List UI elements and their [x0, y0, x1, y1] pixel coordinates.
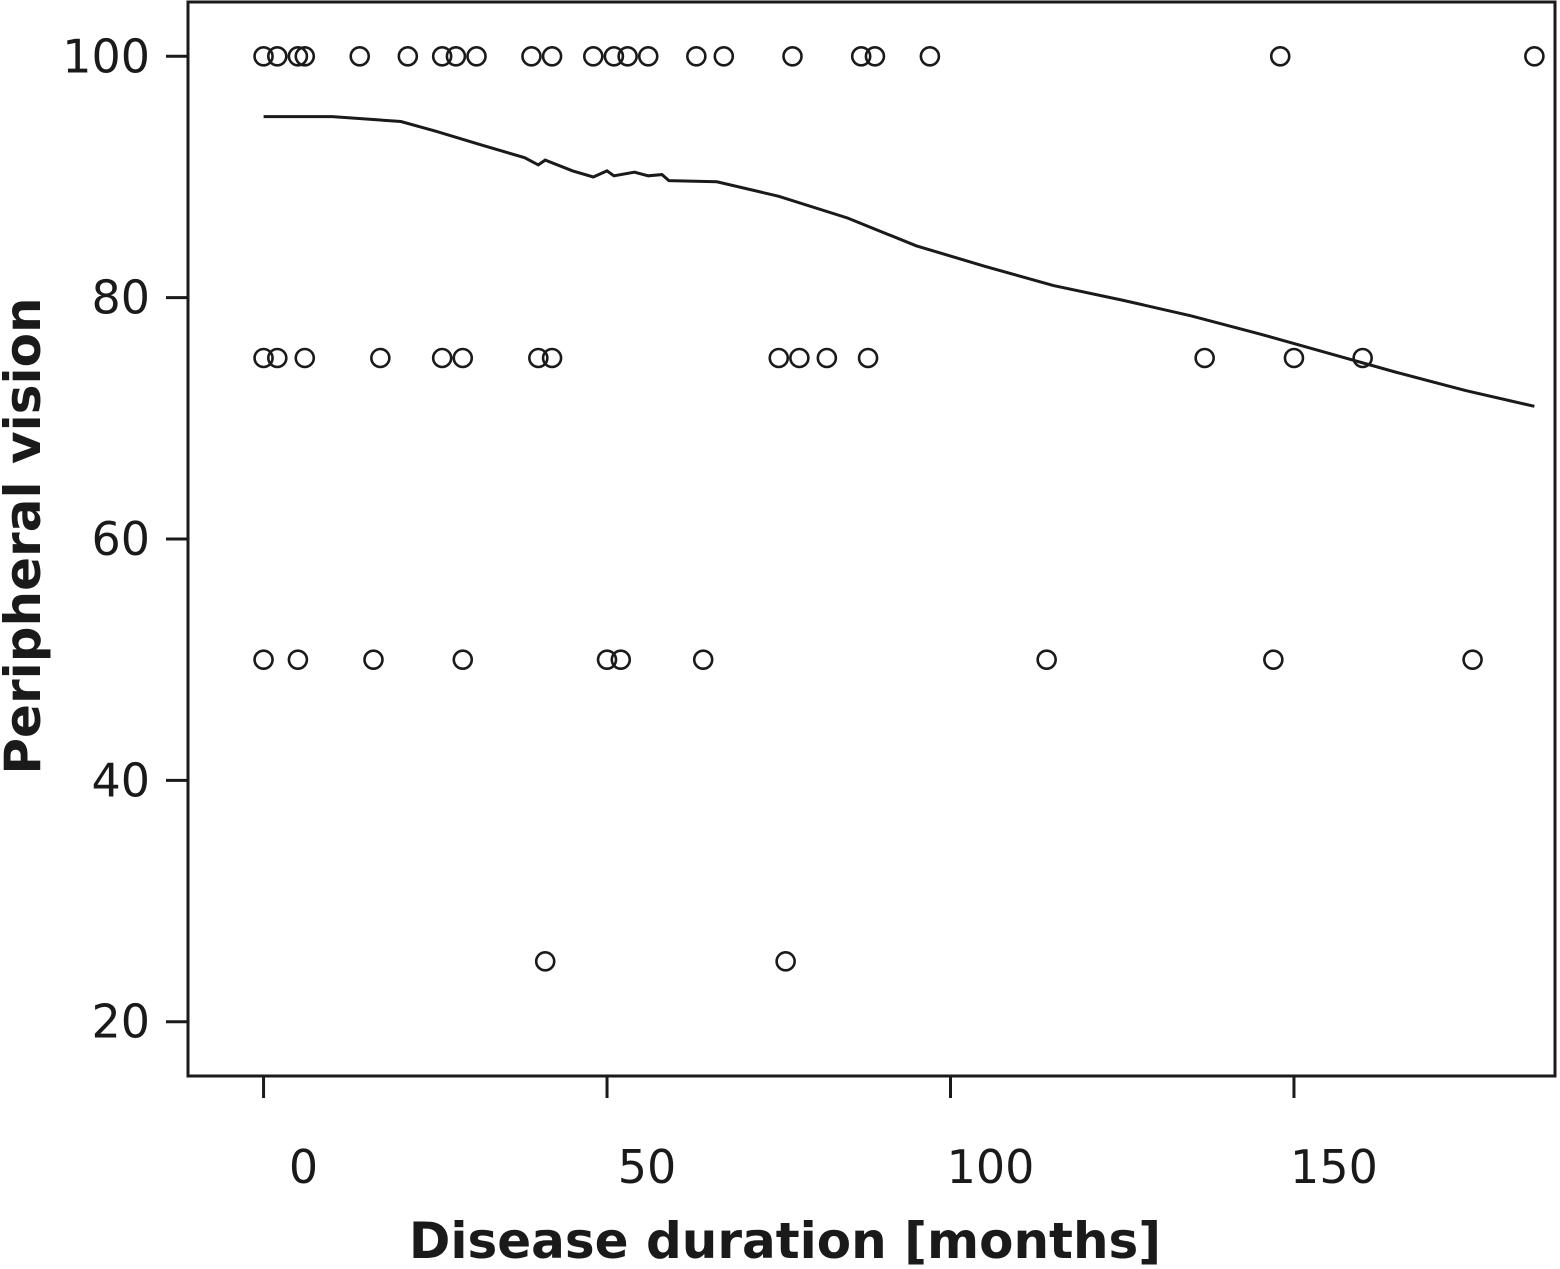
data-point	[1194, 347, 1215, 369]
data-point	[267, 347, 288, 369]
data-point	[452, 347, 474, 369]
y-axis-title: Peripheral vision	[0, 297, 52, 774]
x-tick-label: 150	[1290, 1140, 1378, 1194]
y-tick-label: 20	[91, 995, 150, 1049]
data-point	[253, 649, 274, 670]
data-point	[596, 649, 618, 670]
data-point	[1462, 649, 1483, 670]
data-point	[816, 347, 838, 369]
y-tick-label: 100	[62, 29, 150, 83]
data-point	[287, 649, 309, 670]
data-point	[541, 347, 563, 369]
data-point	[1036, 649, 1057, 670]
data-point	[397, 46, 419, 67]
y-tick-label: 40	[91, 753, 150, 807]
data-point	[287, 46, 309, 67]
data-point	[857, 347, 879, 369]
x-tick-label: 50	[618, 1140, 677, 1194]
y-axis: 20 40 60 80 100	[62, 29, 188, 1049]
data-point	[253, 46, 274, 67]
data-point	[1524, 46, 1545, 67]
data-point	[850, 46, 872, 67]
y-tick-label: 60	[91, 512, 150, 566]
data-point	[789, 347, 810, 369]
x-tick-label: 100	[947, 1140, 1035, 1194]
data-point	[363, 649, 384, 670]
x-tick-label: 0	[289, 1140, 318, 1194]
plot-frame	[186, 0, 1557, 1078]
data-point	[466, 46, 487, 67]
data-points	[253, 46, 1545, 972]
data-point	[713, 46, 735, 67]
data-point	[541, 46, 563, 67]
data-point	[534, 951, 556, 972]
data-point	[528, 347, 549, 369]
data-point	[1352, 347, 1373, 369]
data-point	[686, 46, 707, 67]
data-point	[692, 649, 714, 670]
data-point	[452, 649, 474, 670]
data-point	[582, 46, 604, 67]
data-point	[349, 46, 371, 67]
data-point	[637, 46, 659, 67]
data-point	[864, 46, 886, 67]
data-point	[445, 46, 467, 67]
x-axis: 050100150200	[262, 1076, 1378, 1194]
data-point	[919, 46, 941, 67]
data-point	[775, 951, 796, 972]
data-point	[294, 46, 316, 67]
data-point	[253, 347, 274, 369]
data-point	[294, 347, 316, 369]
data-point	[782, 46, 803, 67]
x-axis-title: Disease duration [months]	[409, 1212, 1161, 1269]
data-point	[370, 347, 391, 369]
data-point	[431, 46, 453, 67]
fit-line	[263, 115, 1535, 408]
data-point	[267, 46, 288, 67]
data-point	[617, 46, 638, 67]
data-point	[768, 347, 790, 369]
data-point	[431, 347, 453, 369]
y-tick-label: 80	[91, 271, 150, 325]
data-point	[603, 46, 625, 67]
data-point	[1263, 649, 1284, 670]
data-point	[1269, 46, 1291, 67]
data-point	[610, 649, 632, 670]
data-point	[1283, 347, 1305, 369]
data-point	[521, 46, 542, 67]
